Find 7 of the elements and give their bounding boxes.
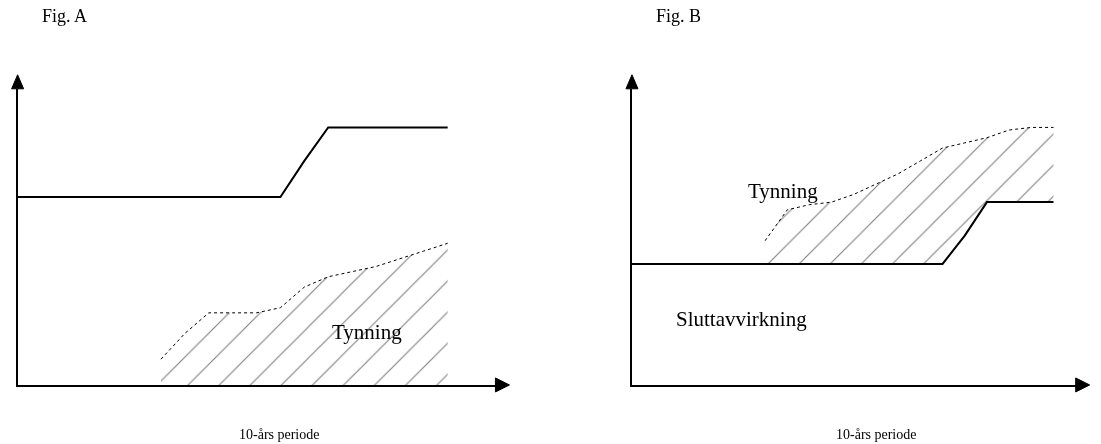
annotation: Sluttavvirkning: [676, 307, 808, 331]
x-axis-title: 10-års periode: [239, 427, 320, 442]
annotation: Tynning: [748, 179, 819, 203]
chart-title: Fig. A: [42, 6, 88, 26]
annotation: Tynning: [332, 320, 403, 344]
chart-title: Fig. B: [656, 6, 702, 26]
x-axis-title: 10-års periode: [836, 427, 917, 442]
